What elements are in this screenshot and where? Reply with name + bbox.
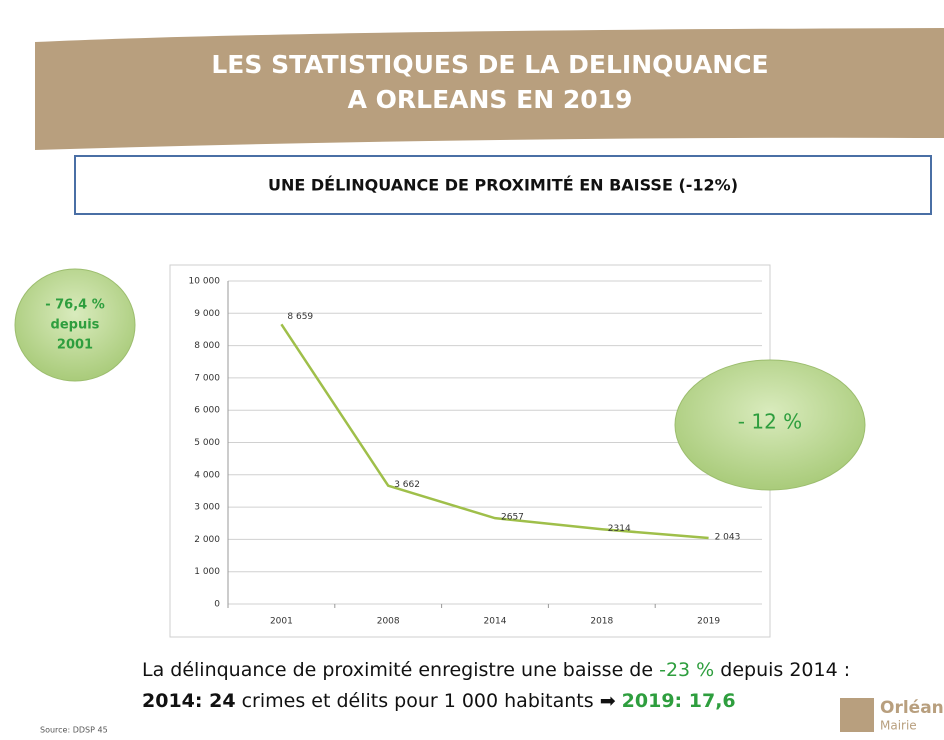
y-tick-label: 6 000 xyxy=(194,406,220,416)
line xyxy=(280,323,709,540)
footer-highlight: 2019: 17,6 xyxy=(622,690,736,712)
y-tick-label: 5 000 xyxy=(194,438,220,448)
footer-highlight: -23 % xyxy=(659,659,714,681)
badge-text: depuis xyxy=(51,318,100,333)
x-tick-label: 2018 xyxy=(590,617,613,627)
footer-bold: 2014: 24 xyxy=(142,690,236,712)
footer-text: depuis 2014 : xyxy=(714,659,850,681)
badge-text: - 76,4 % xyxy=(45,298,105,313)
footer-text: crimes et délits pour 1 000 habitants ➡ xyxy=(236,690,622,712)
logo-sub: Mairie xyxy=(880,719,917,733)
y-tick-label: 9 000 xyxy=(194,309,220,319)
data-label: 2 043 xyxy=(715,533,741,543)
subtitle-box xyxy=(74,155,932,215)
logo-mark xyxy=(840,698,874,732)
y-tick-label: 10 000 xyxy=(189,277,221,287)
footer-line: 2014: 24 crimes et délits pour 1 000 hab… xyxy=(142,690,736,712)
y-tick-label: 1 000 xyxy=(194,567,220,577)
data-label: 3 662 xyxy=(394,480,420,490)
badge xyxy=(674,359,866,491)
subtitle: UNE DÉLINQUANCE DE PROXIMITÉ EN BAISSE (… xyxy=(268,176,738,195)
footer-text: La délinquance de proximité enregistre u… xyxy=(142,659,659,681)
x-tick-label: 2008 xyxy=(377,617,400,627)
source: Source: DDSP 45 xyxy=(40,726,108,735)
badge-text: 2001 xyxy=(57,338,93,353)
y-tick-label: 8 000 xyxy=(194,341,220,351)
header-banner xyxy=(35,28,944,150)
x-tick-label: 2001 xyxy=(270,617,293,627)
title-line: LES STATISTIQUES DE LA DELINQUANCE xyxy=(211,50,768,79)
chart-frame xyxy=(169,264,771,638)
y-tick-label: 3 000 xyxy=(194,503,220,513)
chart: 0 1 000 2 000 3 000 4 000 5 000 6 000 7 000 8 00… xyxy=(189,277,762,627)
y-tick-label: 0 xyxy=(214,600,220,610)
badge-text: - 12 % xyxy=(738,410,802,434)
y-tick-label: 2 000 xyxy=(194,535,220,545)
badge xyxy=(14,268,136,382)
logo-name: Orléans xyxy=(880,698,944,718)
data-label: 2657 xyxy=(501,513,524,523)
x-tick-label: 2019 xyxy=(697,617,720,627)
title-line: A ORLEANS EN 2019 xyxy=(348,85,633,114)
footer-line: La délinquance de proximité enregistre u… xyxy=(142,659,850,681)
y-tick-label: 4 000 xyxy=(194,470,220,480)
data-label: 2314 xyxy=(608,524,631,534)
y-tick-label: 7 000 xyxy=(194,373,220,383)
x-tick-label: 2014 xyxy=(484,617,507,627)
data-label: 8 659 xyxy=(287,312,313,322)
